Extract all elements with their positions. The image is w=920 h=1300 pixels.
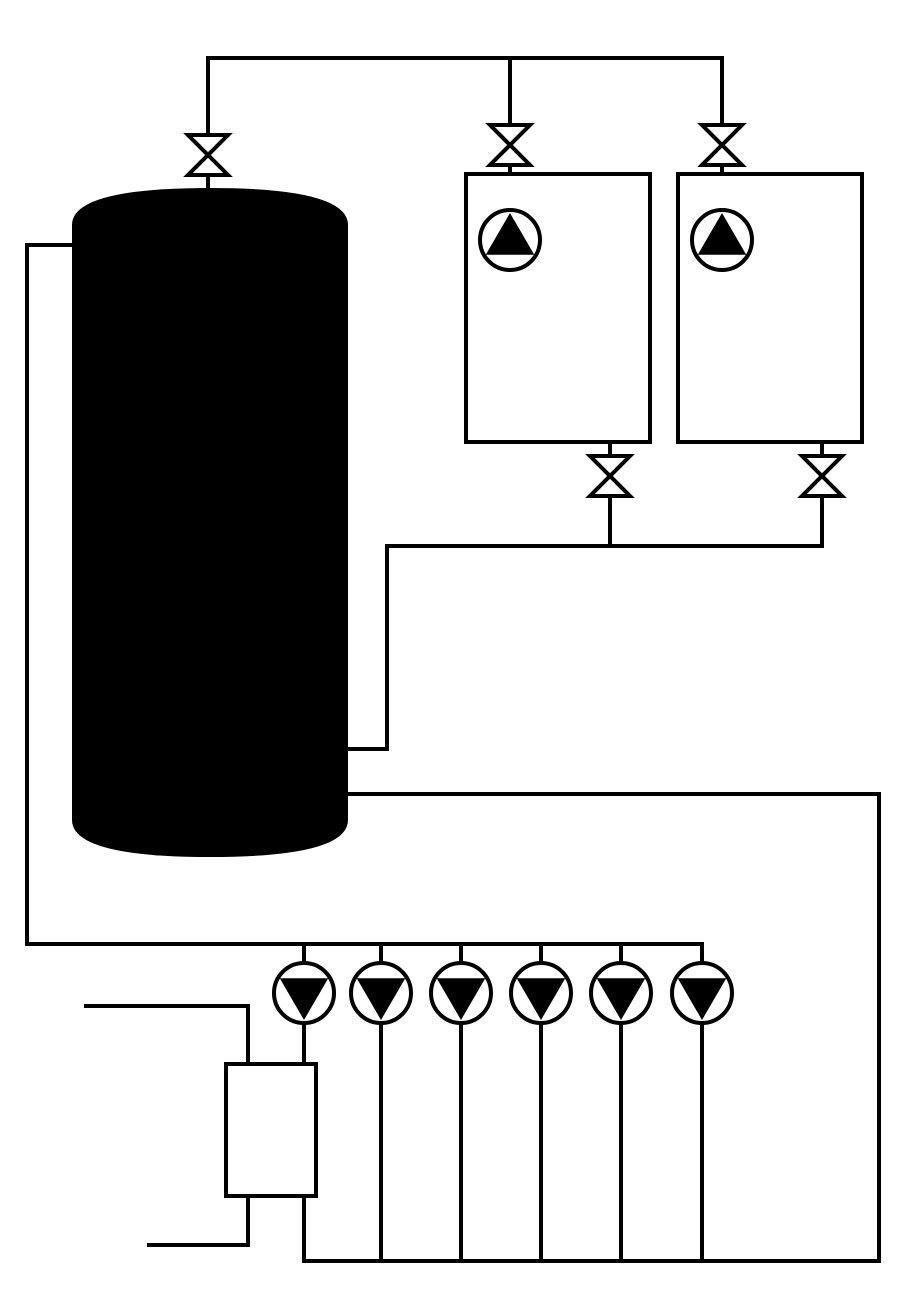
pumps — [272, 208, 754, 1025]
valve-icon — [183, 133, 233, 177]
valve-icon — [797, 454, 847, 498]
left-loop-pipe — [25, 243, 704, 962]
pump-icon — [429, 961, 493, 1025]
bottom-return-pipe — [302, 792, 881, 1263]
exchanger-external-pipes — [84, 1004, 250, 1247]
heat-exchanger-icon — [224, 1062, 318, 1198]
pump-icon — [589, 961, 653, 1025]
top-header-pipe — [206, 56, 724, 188]
pump-outlet-drops — [302, 1024, 704, 1261]
pump-icon — [509, 961, 573, 1025]
heat-source-return-pipe — [346, 442, 824, 751]
valves — [183, 123, 847, 498]
valve-icon — [585, 454, 635, 498]
storage-tank-icon — [72, 188, 348, 857]
pump-icon — [478, 208, 542, 272]
pump-feed-drops — [302, 944, 623, 962]
valve-icon — [697, 123, 747, 167]
pump-icon — [272, 961, 336, 1025]
pump-icon — [349, 961, 413, 1025]
valve-icon — [485, 123, 535, 167]
pump-icon — [690, 208, 754, 272]
pump-icon — [670, 961, 734, 1025]
